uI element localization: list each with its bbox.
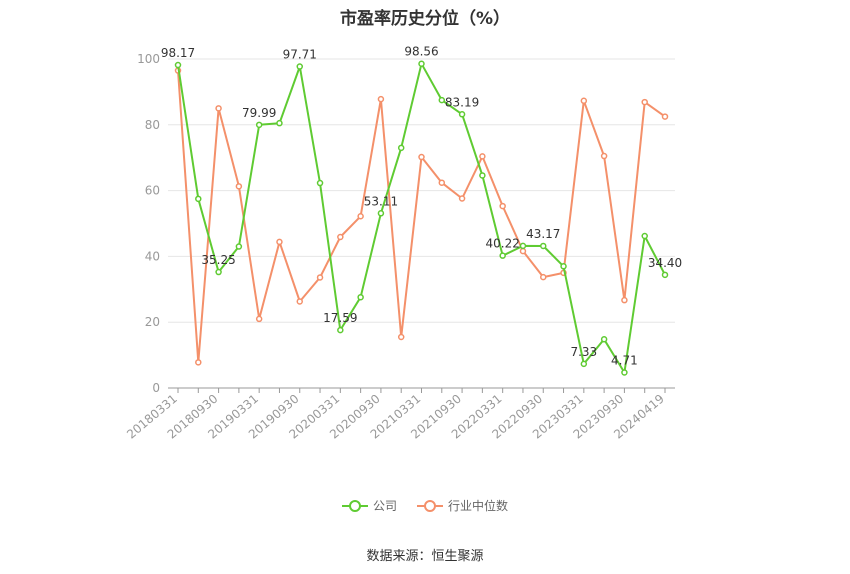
data-label-6: 97.71	[283, 48, 317, 62]
legend-item-industry-median[interactable]: 行业中位数	[417, 497, 508, 514]
data-label-8: 17.59	[323, 311, 357, 325]
y-tick-label-0: 0	[152, 381, 160, 395]
series-1-point-6	[296, 298, 303, 305]
series-0-point-12	[418, 60, 425, 67]
axes	[168, 387, 675, 393]
y-axis-tick-labels: 0 20 40 60 80 100	[137, 52, 160, 395]
series-0-point-13	[438, 96, 446, 104]
series-0-point-21	[600, 336, 608, 343]
series-1-point-18	[540, 273, 547, 281]
series-0-point-10	[377, 210, 385, 217]
series-0-point-19	[560, 263, 567, 270]
y-tick-label-80: 80	[145, 118, 160, 132]
data-label-22: 4.71	[611, 354, 638, 368]
y-tick-label-20: 20	[145, 315, 160, 329]
series-layer	[174, 60, 669, 376]
series-1-point-13	[438, 179, 446, 186]
legend-label-industry-median: 行业中位数	[448, 499, 509, 513]
data-label-20: 7.33	[570, 345, 597, 359]
legend-label-company: 公司	[372, 499, 397, 513]
series-0-point-18	[540, 242, 547, 250]
series-0-point-0	[174, 61, 182, 69]
series-0-point-24	[661, 271, 669, 279]
legend-swatch-company	[341, 499, 368, 513]
series-1-point-24	[661, 113, 669, 120]
series-1-point-21	[600, 152, 608, 160]
series-0-point-9	[357, 293, 364, 301]
series-1-point-11	[397, 333, 405, 341]
series-1-point-17	[519, 247, 527, 255]
series-0-point-11	[397, 144, 405, 152]
x-axis-tick-labels: 2018033120180930201903312019093020200331…	[124, 392, 667, 442]
series-0-point-14	[458, 111, 466, 118]
source-note: 数据来源：恒生聚源	[366, 549, 484, 564]
data-label-layer: 98.17 35.25 79.99 97.71 17.59 53.11 98.56 83.19…	[161, 45, 682, 368]
data-label-24: 34.40	[648, 256, 682, 270]
legend[interactable]: 公司 行业中位数	[0, 497, 850, 514]
series-0-point-16	[499, 252, 506, 259]
series-0-point-22	[621, 369, 628, 376]
series-0-point-3	[235, 243, 243, 250]
legend-swatch-industry-median	[417, 499, 443, 513]
series-1-point-1	[195, 359, 202, 366]
series-0-point-20	[580, 360, 588, 368]
data-label-16: 40.22	[485, 237, 519, 251]
series-1-point-14	[458, 195, 466, 202]
series-1-point-12	[418, 153, 425, 161]
series-0-point-1	[195, 195, 202, 203]
series-0-point-8	[337, 326, 344, 334]
series-1-point-2	[215, 105, 222, 112]
series-1-point-8	[337, 233, 344, 241]
series-0-point-2	[215, 268, 222, 276]
data-label-0: 98.17	[161, 46, 195, 60]
grid-lines	[168, 58, 675, 323]
series-0-point-23	[641, 232, 648, 240]
data-label-14: 83.19	[445, 95, 479, 109]
series-1-point-23	[641, 98, 648, 106]
series-1-point-5	[276, 238, 283, 246]
series-1-point-22	[621, 296, 628, 304]
series-0-point-5	[276, 119, 283, 127]
series-1-point-7	[316, 274, 324, 281]
data-label-2: 35.25	[201, 253, 235, 267]
data-label-12: 98.56	[404, 45, 438, 59]
y-tick-label-60: 60	[145, 184, 160, 198]
legend-item-company[interactable]: 公司	[341, 497, 397, 514]
series-1-point-16	[499, 202, 506, 210]
series-0-point-15	[479, 172, 486, 179]
data-label-18: 43.17	[526, 227, 560, 241]
series-1-point-3	[235, 183, 243, 190]
series-0-point-6	[296, 63, 303, 70]
y-tick-label-40: 40	[145, 249, 160, 263]
data-label-4: 79.99	[242, 106, 276, 120]
series-1-point-10	[377, 95, 385, 103]
data-label-10: 53.11	[364, 194, 398, 208]
series-0-point-4	[255, 121, 263, 129]
series-1-point-4	[255, 315, 263, 323]
series-0-point-7	[316, 179, 324, 187]
series-0-point-17	[519, 242, 527, 250]
series-1-point-9	[357, 213, 364, 220]
series-1-point-20	[580, 97, 588, 105]
chart-title: 市盈率历史分位（%）	[339, 9, 511, 29]
y-tick-label-100: 100	[137, 52, 160, 66]
series-1-point-15	[479, 153, 486, 160]
